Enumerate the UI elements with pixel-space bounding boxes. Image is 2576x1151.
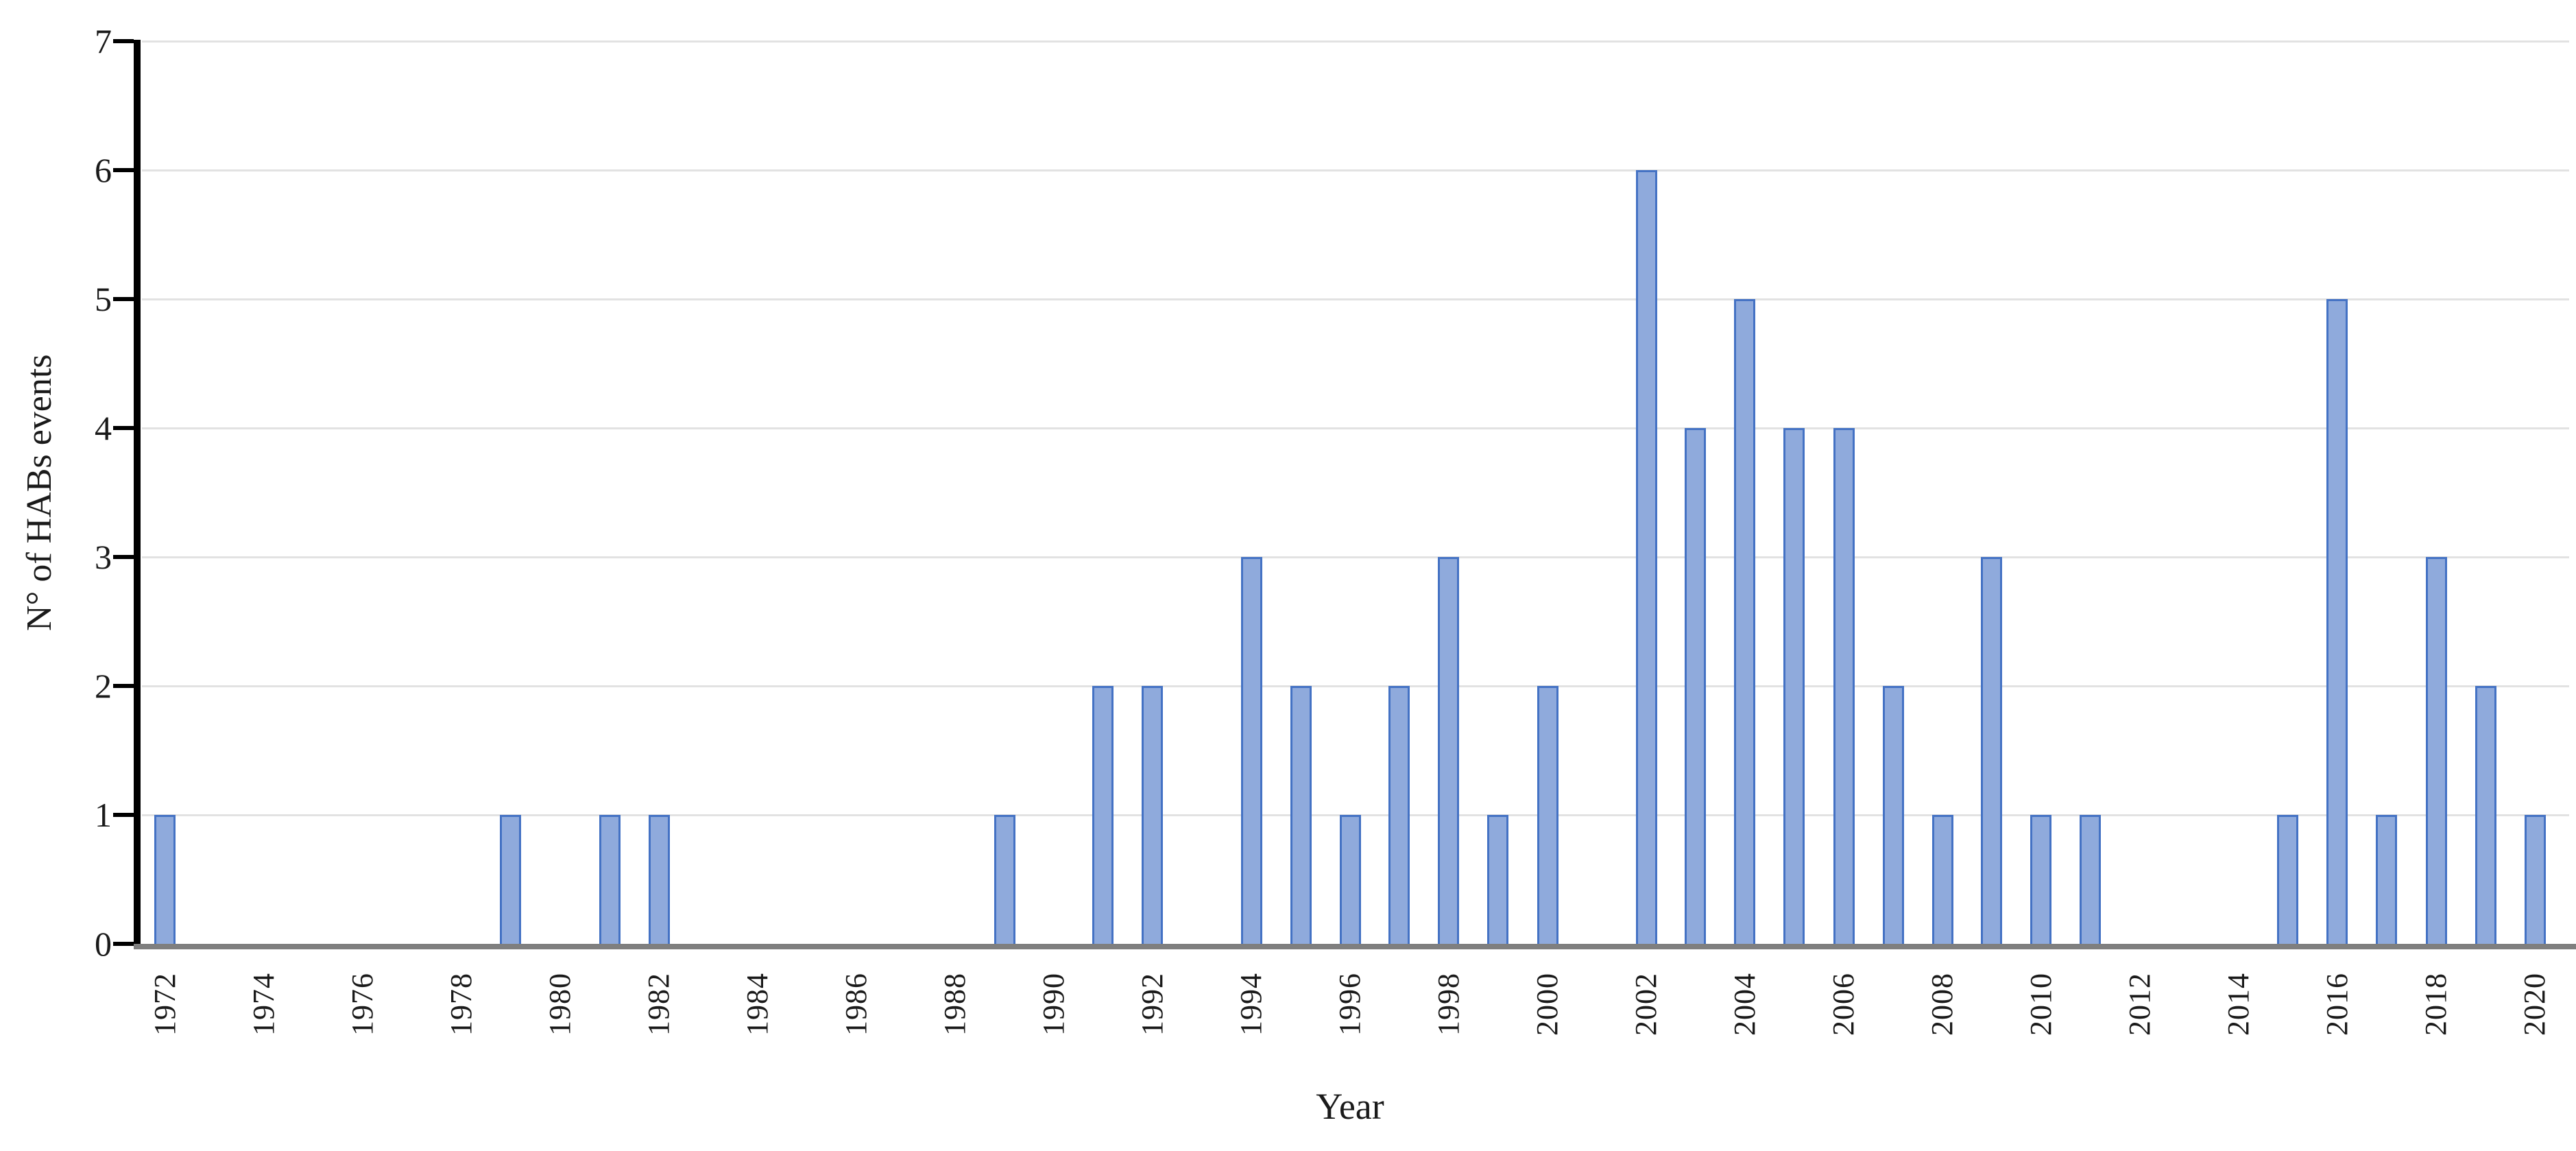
x-tick-label-2014: 2014	[2222, 973, 2255, 1036]
bar-1972	[154, 815, 176, 944]
y-tick-label-2: 2	[95, 667, 112, 705]
x-tick-label-2008: 2008	[1925, 973, 1959, 1036]
bar-2017	[2376, 815, 2398, 944]
grid-line-2	[142, 685, 2569, 687]
bar-2007	[1882, 686, 1904, 944]
grid-line-7	[142, 40, 2569, 43]
x-tick-label-1980: 1980	[542, 973, 577, 1036]
x-tick-label-2004: 2004	[1727, 973, 1761, 1036]
y-axis-line	[134, 40, 141, 949]
bar-2005	[1783, 428, 1805, 944]
y-tick-mark-6	[113, 167, 134, 172]
bar-1996	[1339, 815, 1361, 944]
x-tick-label-2012: 2012	[2123, 973, 2156, 1036]
grid-line-4	[142, 427, 2569, 429]
bar-2008	[1931, 815, 1953, 944]
y-tick-label-5: 5	[95, 279, 112, 318]
bar-2000	[1537, 686, 1558, 944]
bar-2010	[2030, 815, 2052, 944]
x-tick-label-1988: 1988	[938, 973, 972, 1036]
x-axis-line	[134, 944, 2576, 949]
x-tick-label-1978: 1978	[444, 973, 478, 1036]
y-tick-label-0: 0	[95, 925, 112, 963]
bar-2006	[1833, 428, 1855, 944]
x-tick-label-1994: 1994	[1234, 973, 1268, 1036]
bar-2003	[1685, 428, 1707, 944]
x-tick-label-1990: 1990	[1036, 973, 1070, 1036]
bar-1999	[1487, 815, 1509, 944]
bar-2019	[2475, 686, 2496, 944]
x-tick-label-2018: 2018	[2419, 973, 2453, 1036]
bar-2018	[2425, 557, 2447, 944]
grid-line-5	[142, 298, 2569, 300]
grid-line-6	[142, 169, 2569, 171]
bar-1979	[500, 815, 522, 944]
y-tick-mark-2	[113, 684, 134, 688]
x-tick-label-1972: 1972	[147, 973, 182, 1036]
x-tick-label-1998: 1998	[1431, 973, 1465, 1036]
x-tick-label-2006: 2006	[1827, 973, 1860, 1036]
x-tick-label-2000: 2000	[1530, 973, 1564, 1036]
y-tick-label-4: 4	[95, 408, 112, 447]
x-tick-label-1992: 1992	[1135, 973, 1169, 1036]
y-tick-mark-4	[113, 425, 134, 430]
bar-1989	[994, 815, 1015, 944]
bar-1982	[648, 815, 670, 944]
bar-2004	[1734, 299, 1756, 944]
bar-1997	[1388, 686, 1410, 944]
x-tick-label-1986: 1986	[839, 973, 873, 1036]
y-tick-mark-0	[113, 942, 134, 946]
bar-2020	[2524, 815, 2546, 944]
x-tick-label-2010: 2010	[2023, 973, 2058, 1036]
bar-2016	[2326, 299, 2348, 944]
x-tick-label-2016: 2016	[2320, 973, 2354, 1036]
x-tick-label-1974: 1974	[246, 973, 280, 1036]
x-tick-label-1976: 1976	[346, 973, 379, 1036]
bar-1998	[1438, 557, 1460, 944]
plot-area: 0 1 2 3 4 5 6 7 1972 1974 1976 1978 1980 1982 1984 1986…	[95, 24, 2576, 1036]
grid-line-3	[142, 556, 2569, 558]
y-tick-mark-5	[113, 296, 134, 301]
y-tick-label-6: 6	[95, 150, 112, 189]
bar-1981	[599, 815, 621, 944]
y-tick-mark-7	[113, 39, 134, 43]
x-tick-label-1984: 1984	[740, 973, 774, 1036]
x-tick-label-2020: 2020	[2518, 973, 2551, 1036]
x-tick-label-1982: 1982	[642, 973, 675, 1036]
bar-2011	[2080, 815, 2102, 944]
bar-2009	[1981, 557, 2003, 944]
y-tick-label-1: 1	[95, 796, 112, 834]
y-tick-label-7: 7	[95, 22, 112, 60]
x-tick-label-2002: 2002	[1629, 973, 1663, 1036]
y-tick-mark-1	[113, 813, 134, 817]
bar-2015	[2277, 815, 2299, 944]
bar-1991	[1092, 686, 1114, 944]
bar-1994	[1240, 557, 1262, 944]
y-tick-mark-3	[113, 555, 134, 559]
bar-1992	[1142, 686, 1164, 944]
x-axis-title: Year	[1316, 1086, 1384, 1127]
y-tick-label-3: 3	[95, 538, 112, 576]
bar-1995	[1290, 686, 1312, 944]
x-tick-label-1996: 1996	[1333, 973, 1367, 1036]
bar-2002	[1635, 170, 1657, 944]
